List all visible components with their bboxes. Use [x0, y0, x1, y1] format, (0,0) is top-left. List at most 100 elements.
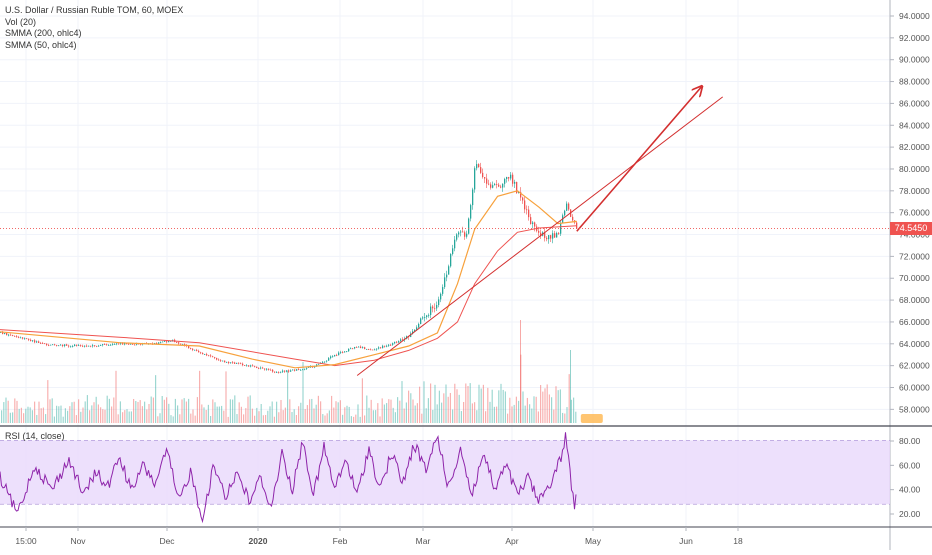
candle-body [462, 231, 464, 233]
candle-body [220, 360, 222, 362]
candle-body [550, 235, 552, 239]
candle-body [68, 345, 70, 347]
volume-bar [130, 411, 132, 423]
volume-bar [443, 393, 445, 423]
volume-bar [194, 415, 196, 423]
volume-bar [75, 415, 77, 423]
candle-body [490, 184, 492, 188]
candle-body [178, 342, 180, 344]
volume-bar [262, 415, 264, 423]
volume-bar [181, 399, 183, 423]
candle-body [208, 355, 210, 357]
volume-bar [14, 398, 16, 423]
candle-body [386, 345, 388, 347]
volume-bar [91, 405, 93, 423]
trend-arrow[interactable] [576, 87, 701, 232]
time-tick-label: Nov [70, 536, 86, 546]
candle-body [552, 233, 554, 239]
candle-body [332, 356, 334, 358]
candle-body [362, 347, 364, 349]
volume-bar [29, 407, 31, 423]
candle-body [374, 349, 376, 351]
candle-body [568, 203, 570, 210]
volume-bar [25, 408, 27, 423]
candle-body [304, 368, 306, 370]
volume-bar [111, 406, 113, 423]
candle-body [126, 343, 128, 345]
volume-bar [172, 416, 174, 423]
candle-body [436, 305, 438, 309]
candle-body [194, 349, 196, 351]
candle-body [530, 217, 532, 225]
candle-body [130, 343, 132, 345]
volume-bar [86, 395, 88, 423]
volume-bar [361, 378, 363, 423]
candle-body [156, 343, 158, 344]
candle-body [454, 239, 456, 249]
smma-200-line [0, 225, 577, 367]
candle-body [270, 369, 272, 371]
volume-bar [467, 386, 469, 423]
volume-bar [73, 401, 75, 423]
indicator-vol-label[interactable]: Vol (20) [5, 16, 37, 27]
candle-body [76, 344, 78, 346]
candle-body [532, 222, 534, 225]
volume-bar [573, 397, 575, 423]
candle-body [434, 308, 436, 310]
volume-bar [403, 408, 405, 423]
trend-line[interactable] [356, 96, 724, 376]
indicator-smma50-label[interactable]: SMMA (50, ohlc4) [5, 39, 77, 50]
candle-body [388, 344, 390, 346]
volume-bar [249, 395, 251, 423]
volume-bar [174, 398, 176, 423]
volume-bar [269, 406, 271, 423]
candle-body [396, 341, 398, 343]
volume-bar [100, 407, 102, 423]
volume-bar [317, 395, 319, 423]
rsi-legend[interactable]: RSI (14, close) [5, 431, 65, 441]
price-tick-label: 76.0000 [899, 208, 930, 218]
candle-body [272, 369, 274, 372]
candle-body [482, 172, 484, 178]
volume-bar [190, 413, 192, 423]
volume-bar [236, 414, 238, 423]
price-tick-label: 70.0000 [899, 273, 930, 283]
volume-bar [366, 395, 368, 423]
volume-bar [542, 391, 544, 423]
price-tick-label: 58.0000 [899, 404, 930, 414]
candle-body [346, 351, 348, 353]
candle-body [360, 346, 362, 348]
volume-bar [258, 411, 260, 423]
candle-body [488, 183, 490, 185]
volume-bar [570, 399, 572, 423]
candle-body [496, 184, 498, 185]
candle-body [78, 345, 80, 347]
price-tick-label: 60.0000 [899, 383, 930, 393]
volume-bar [555, 386, 557, 423]
volume-bar [544, 388, 546, 423]
candle-body [2, 332, 4, 334]
candle-body [288, 370, 290, 372]
candle-body [318, 363, 320, 365]
candle-body [438, 299, 440, 306]
candle-body [350, 348, 352, 350]
volume-bar [324, 415, 326, 423]
volume-bar [161, 396, 163, 423]
candle-body [198, 350, 200, 353]
candle-body [72, 346, 74, 347]
event-flag[interactable] [580, 414, 603, 423]
volume-spike [520, 320, 521, 423]
candle-body [432, 306, 434, 309]
candle-body [192, 348, 194, 350]
volume-bar [267, 410, 269, 423]
candle-body [382, 345, 384, 349]
candle-body [328, 358, 330, 361]
indicator-smma200-label[interactable]: SMMA (200, ohlc4) [5, 28, 82, 38]
candle-body [44, 343, 46, 345]
volume-bar [540, 384, 542, 423]
volume-bar [221, 405, 223, 423]
candle-body [524, 200, 526, 210]
candle-body [8, 334, 10, 336]
candle-body [296, 369, 298, 371]
